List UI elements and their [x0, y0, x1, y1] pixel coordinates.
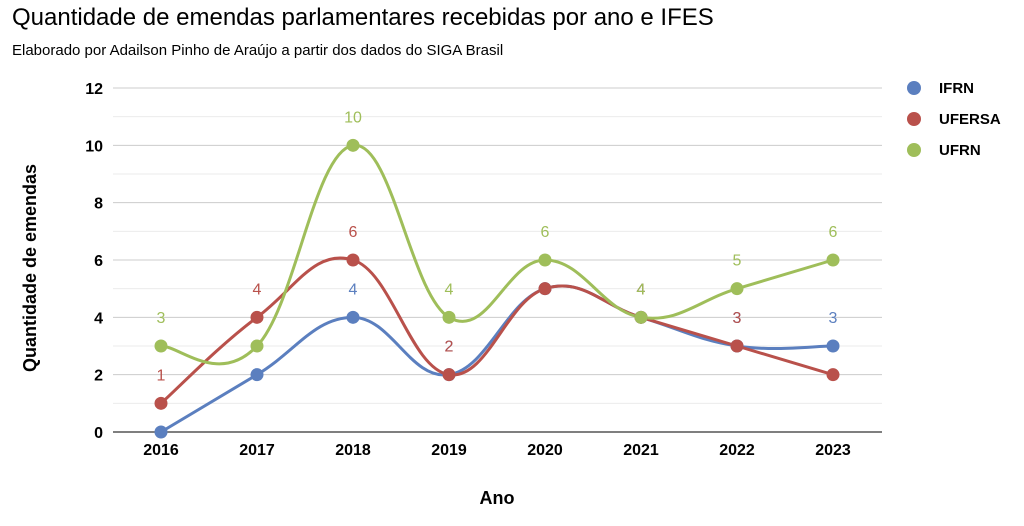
data-point-ufersa: [250, 310, 264, 324]
legend: IFRN UFERSA UFRN: [907, 80, 1001, 159]
data-label-ufrn: 4: [637, 281, 646, 298]
data-label-ufrn: 5: [733, 253, 742, 270]
y-tick-label: 0: [94, 425, 103, 442]
data-label-ifrn: 2: [445, 339, 454, 356]
data-point-ufrn: [538, 253, 552, 267]
data-label-ufrn: 10: [344, 109, 362, 126]
grid-lines: [113, 87, 882, 433]
series-lines: [159, 143, 835, 434]
y-tick-label: 4: [94, 310, 103, 327]
y-tick-label: 12: [85, 81, 103, 98]
x-tick-label: 2016: [143, 442, 179, 459]
data-point-ufersa: [442, 368, 456, 382]
y-tick-label: 10: [85, 138, 103, 155]
data-point-ufrn: [442, 310, 456, 324]
x-tick-label: 2023: [815, 442, 851, 459]
data-label-ufrn: 6: [829, 224, 838, 241]
y-tick-label: 6: [94, 253, 103, 270]
data-point-ifrn: [154, 425, 168, 439]
data-point-ufrn: [730, 282, 744, 296]
data-label-ufersa: 3: [733, 310, 742, 327]
legend-label-ufrn: UFRN: [939, 142, 981, 159]
data-point-ufersa: [346, 253, 360, 267]
data-point-ufrn: [154, 339, 168, 353]
data-point-ufrn: [826, 253, 840, 267]
data-label-ifrn: 3: [733, 310, 742, 327]
x-tick-label: 2022: [719, 442, 755, 459]
y-axis-ticks: 0 2 4 6 8 10 12: [85, 81, 103, 442]
data-label-ufersa: 4: [637, 281, 646, 298]
chart-subtitle: Elaborado por Adailson Pinho de Araújo a…: [12, 42, 504, 59]
data-point-ufrn: [250, 339, 264, 353]
x-tick-label: 2020: [527, 442, 563, 459]
data-label-ufersa: 4: [253, 281, 262, 298]
x-axis-title: Ano: [480, 488, 515, 508]
data-points: [154, 138, 840, 439]
legend-label-ufersa: UFERSA: [939, 111, 1001, 128]
chart-title: Quantidade de emendas parlamentares rece…: [12, 4, 714, 31]
data-label-ufrn: 6: [541, 224, 550, 241]
legend-marker-ufersa: [907, 112, 921, 126]
data-label-ufersa: 1: [157, 367, 166, 384]
data-point-ifrn: [346, 310, 360, 324]
y-axis-title: Quantidade de emendas: [20, 164, 40, 372]
data-label-ufrn: 3: [157, 310, 166, 327]
data-point-ufersa: [730, 339, 744, 353]
data-label-ifrn: 4: [637, 281, 646, 298]
legend-label-ifrn: IFRN: [939, 80, 974, 97]
data-point-ufersa: [538, 282, 552, 296]
series-line-ufersa: [159, 256, 835, 405]
data-point-ifrn: [250, 368, 264, 382]
data-label-ifrn: 3: [829, 310, 838, 327]
legend-marker-ufrn: [907, 143, 921, 157]
x-tick-label: 2021: [623, 442, 659, 459]
data-point-ufersa: [826, 368, 840, 382]
x-tick-label: 2019: [431, 442, 467, 459]
legend-marker-ifrn: [907, 81, 921, 95]
y-tick-label: 2: [94, 368, 103, 385]
x-tick-label: 2017: [239, 442, 275, 459]
series-line-ifrn: [159, 284, 835, 434]
data-point-ufrn: [634, 310, 648, 324]
data-point-ufrn: [346, 138, 360, 152]
x-axis-ticks: 2016 2017 2018 2019 2020 2021 2022 2023: [143, 442, 851, 459]
data-label-ufrn: 4: [445, 281, 454, 298]
series-line-ufrn: [159, 143, 835, 366]
data-point-ufersa: [154, 396, 168, 410]
data-label-ifrn: 4: [349, 281, 358, 298]
data-label-ufersa: 6: [349, 224, 358, 241]
data-point-ifrn: [826, 339, 840, 353]
y-tick-label: 8: [94, 196, 103, 213]
x-tick-label: 2018: [335, 442, 371, 459]
data-label-ufersa: 2: [445, 339, 454, 356]
data-labels: 0242543314625432331046456: [157, 109, 838, 413]
